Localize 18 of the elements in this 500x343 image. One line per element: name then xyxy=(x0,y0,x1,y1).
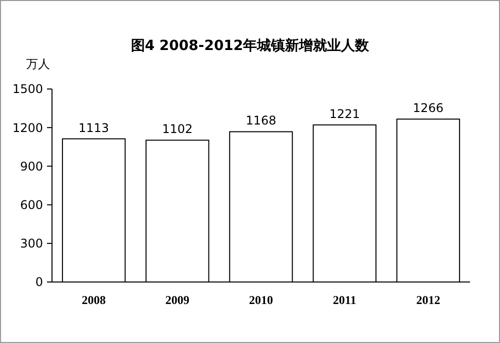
x-tick-label: 2012 xyxy=(416,293,440,307)
x-tick-label: 2010 xyxy=(249,293,273,307)
data-label: 1221 xyxy=(329,106,360,121)
data-label: 1266 xyxy=(412,101,444,116)
y-axis-title: 万人 xyxy=(26,57,50,71)
data-label: 1102 xyxy=(162,122,193,136)
x-tick-label: 2009 xyxy=(165,293,190,307)
data-label: 1168 xyxy=(246,114,276,128)
y-tick-label: 600 xyxy=(20,198,43,212)
data-label: 1113 xyxy=(78,120,110,135)
y-tick-label: 900 xyxy=(20,159,43,174)
y-tick-label: 300 xyxy=(20,236,43,251)
y-tick-label: 1500 xyxy=(12,82,43,96)
x-tick-label: 2008 xyxy=(82,293,106,307)
y-tick-label: 1200 xyxy=(12,120,43,135)
chart-title: 图4 2008-2012年城镇新增就业人数 xyxy=(130,37,370,54)
x-tick-label: 2011 xyxy=(332,293,356,307)
y-tick-label: 0 xyxy=(35,275,43,290)
